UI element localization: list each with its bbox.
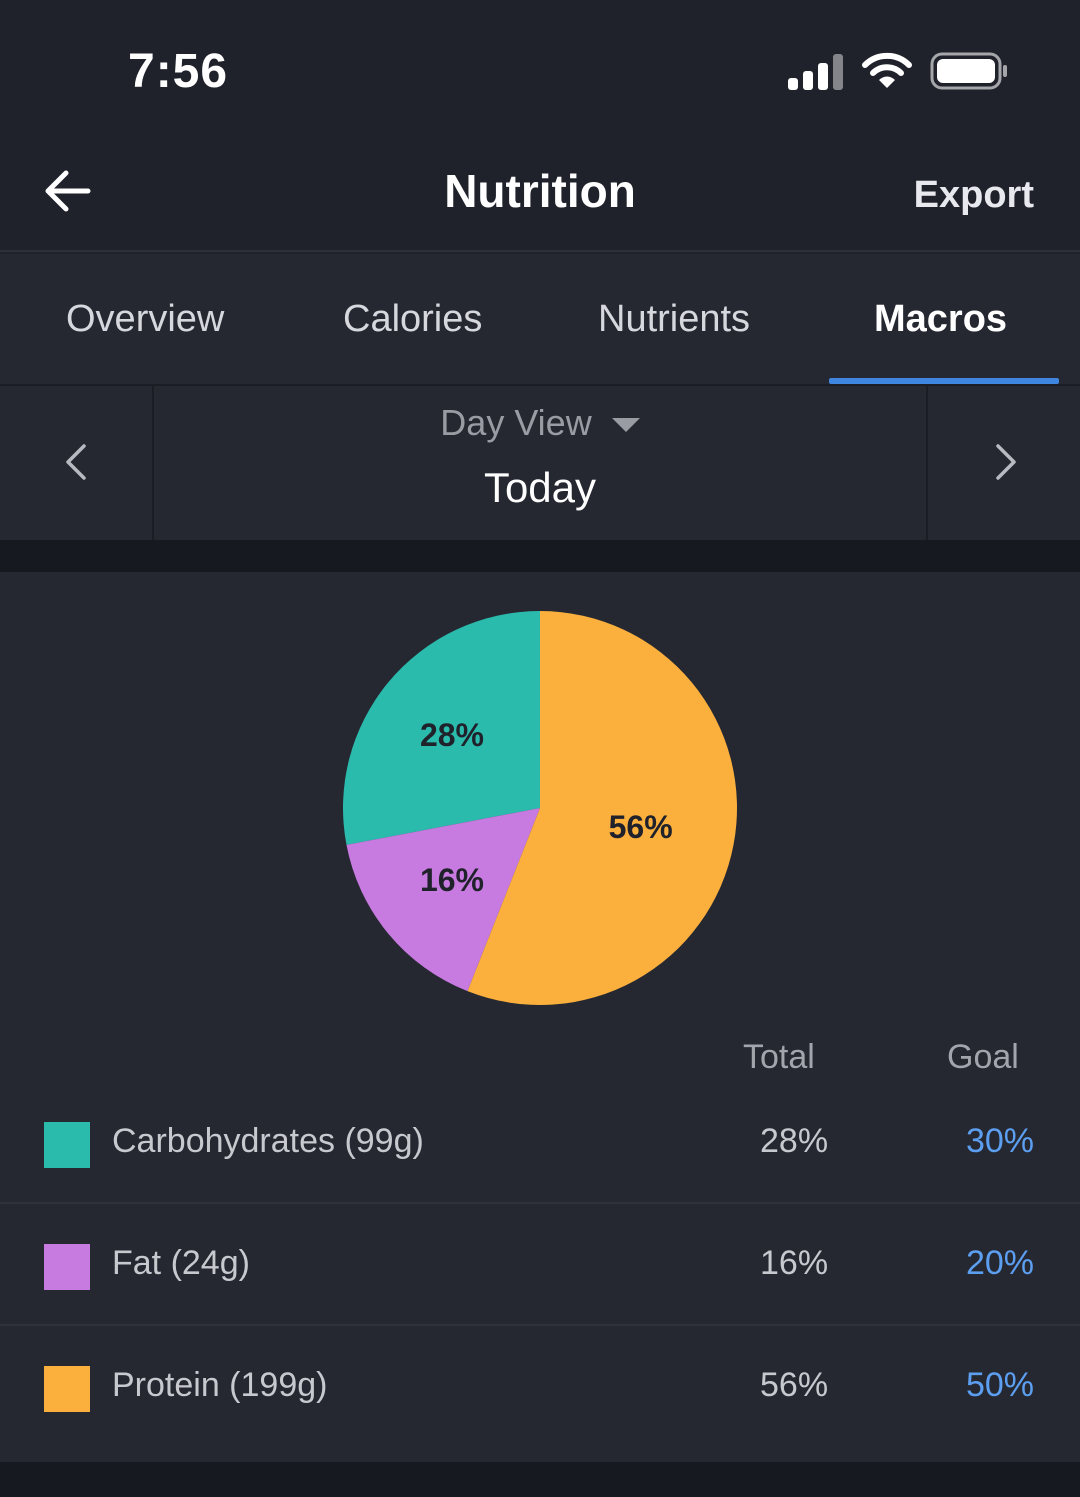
macro-total: 16% [760, 1244, 829, 1282]
date-navigator: Day View Today [0, 384, 1080, 542]
pie-label-fat: 16% [419, 862, 484, 899]
tab-macros[interactable]: Macros [874, 298, 1008, 340]
page-title: Nutrition [444, 165, 636, 217]
macros-pie-chart [343, 611, 737, 1005]
wifi-icon [862, 52, 912, 88]
pie-slice-fat [346, 808, 540, 992]
section-separator [0, 540, 1080, 572]
view-selector-label: Day View [440, 402, 592, 443]
active-tab-indicator [829, 378, 1059, 384]
battery-icon [930, 52, 1007, 90]
chevron-left-icon [66, 444, 86, 480]
macro-name: Fat (24g) [112, 1244, 250, 1282]
macro-goal[interactable]: 30% [965, 1122, 1034, 1160]
fat-swatch [44, 1244, 90, 1290]
macro-goal[interactable]: 20% [965, 1244, 1034, 1282]
macro-total: 56% [760, 1366, 829, 1404]
pie-slice-protein [467, 611, 737, 1005]
macro-row-carbohydrates: Carbohydrates (99g) 28% 30% [0, 1082, 1080, 1204]
status-time: 7:56 [128, 45, 229, 98]
tab-bar: Overview Calories Nutrients Macros [0, 254, 1080, 384]
tab-overview[interactable]: Overview [66, 298, 225, 340]
macro-row-fat: Fat (24g) 16% 20% [0, 1204, 1080, 1326]
next-day-button[interactable] [926, 386, 1080, 542]
nav-bar: Nutrition Export [0, 140, 1080, 252]
macro-goal[interactable]: 50% [965, 1366, 1034, 1404]
current-date-label: Today [483, 464, 597, 511]
macros-card: 28% 16% 56% Total Goal Carbohydrates (99g)… [0, 572, 1080, 1462]
pie-label-protein: 56% [608, 808, 673, 845]
pie-slice-carbohydrates [343, 611, 540, 845]
chevron-right-icon [996, 444, 1016, 480]
macro-name: Carbohydrates (99g) [112, 1122, 424, 1160]
bottom-separator [0, 1462, 1080, 1497]
previous-day-button[interactable] [0, 386, 154, 542]
cellular-signal-icon [788, 54, 844, 90]
carbohydrates-swatch [44, 1122, 90, 1168]
view-selector[interactable]: Day View [156, 402, 924, 444]
macro-row-protein: Protein (199g) 56% 50% [0, 1326, 1080, 1448]
total-column-header: Total [743, 1038, 815, 1076]
tab-calories[interactable]: Calories [343, 298, 483, 340]
export-button[interactable]: Export [913, 174, 1034, 216]
arrow-left-icon[interactable] [40, 164, 94, 218]
pie-label-carbohydrates: 28% [419, 716, 484, 753]
macro-name: Protein (199g) [112, 1366, 328, 1404]
macro-total: 28% [760, 1122, 829, 1160]
status-bar: 7:56 [0, 0, 1080, 140]
caret-down-icon [611, 418, 640, 433]
protein-swatch [44, 1366, 90, 1412]
goal-column-header: Goal [947, 1038, 1019, 1076]
tab-nutrients[interactable]: Nutrients [598, 298, 751, 340]
